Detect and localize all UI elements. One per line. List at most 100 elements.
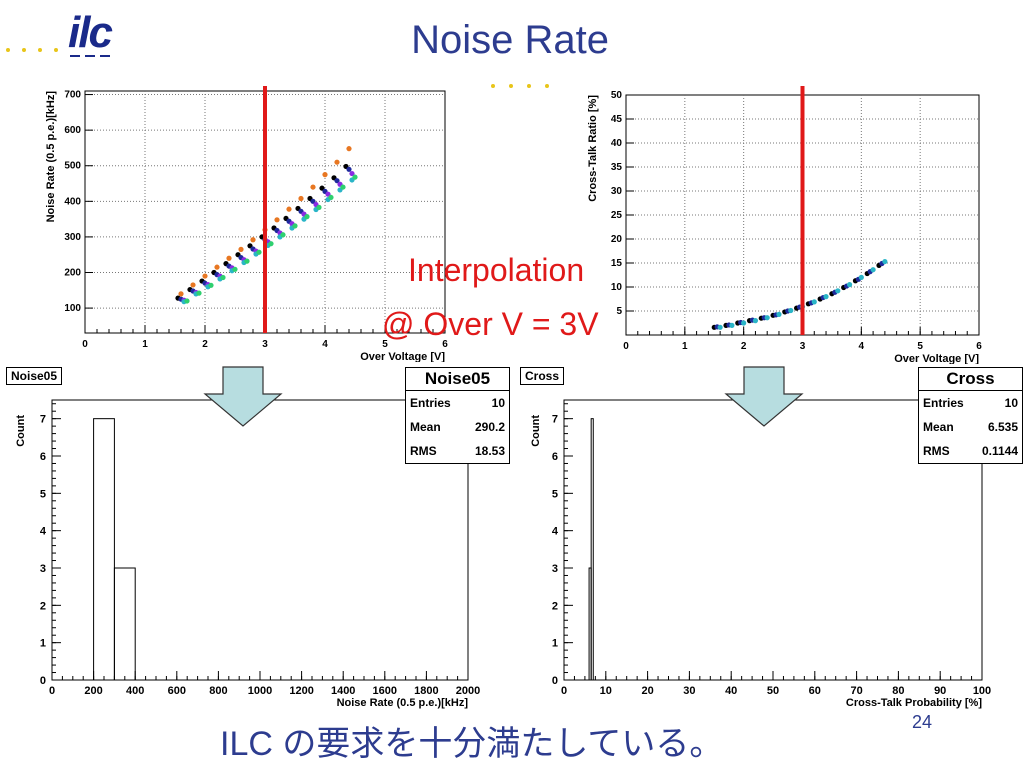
data-point: [346, 166, 352, 172]
x-tick-label: 5: [917, 341, 923, 352]
stats-value: 290.2: [474, 420, 505, 434]
stats-value: 0.1144: [981, 444, 1018, 458]
data-point: [310, 184, 316, 190]
y-tick-label: 0: [552, 675, 558, 687]
noise05-stats-box: Noise05 Entries 10 Mean 290.2 RMS 18.53: [405, 367, 510, 464]
y-tick-label: 400: [64, 196, 81, 207]
y-tick-label: 500: [64, 161, 81, 172]
stats-entries-row: Entries 10: [406, 391, 509, 415]
y-tick-label: 5: [616, 306, 622, 317]
y-tick-label: 300: [64, 232, 81, 243]
data-point: [346, 146, 352, 152]
stats-title: Noise05: [406, 368, 509, 391]
x-axis-label: Over Voltage [V]: [360, 351, 445, 362]
data-point: [250, 237, 256, 243]
y-tick-label: 100: [64, 303, 81, 314]
x-tick-label: 0: [561, 685, 567, 697]
data-point: [334, 178, 340, 184]
y-tick-label: 30: [611, 186, 623, 197]
y-tick-label: 35: [611, 162, 623, 173]
y-tick-label: 1: [40, 638, 46, 650]
data-point: [776, 311, 782, 317]
y-tick-label: 4: [552, 526, 559, 538]
x-tick-label: 30: [683, 685, 695, 697]
y-tick-label: 5: [552, 488, 558, 500]
data-point: [316, 204, 322, 210]
y-tick-label: 45: [611, 114, 623, 125]
data-point: [208, 282, 214, 288]
stats-title: Cross: [919, 368, 1022, 391]
data-point: [349, 170, 355, 177]
histogram-bar: [93, 418, 115, 681]
x-tick-label: 3: [262, 339, 268, 350]
x-tick-label: 1: [142, 339, 148, 350]
footer-conclusion-text: ILC の要求を十分満たしている。: [220, 725, 724, 763]
stats-value: 6.535: [987, 420, 1018, 434]
y-tick-label: 5: [40, 488, 46, 500]
data-point: [268, 241, 274, 247]
data-point: [274, 217, 280, 223]
data-point: [286, 206, 292, 212]
y-tick-label: 6: [552, 451, 558, 463]
stats-label: RMS: [923, 444, 950, 458]
data-point: [238, 246, 244, 252]
y-tick-label: 200: [64, 268, 81, 279]
histogram-bar: [113, 567, 136, 681]
x-tick-label: 2: [202, 339, 208, 350]
noise-rate-vs-voltage-chart: 0 1 2 3 4 5 6 100 200 300 400 500 600 700 Over Voltage…: [45, 86, 448, 362]
data-point: [870, 267, 876, 273]
x-tick-label: 2: [741, 341, 747, 352]
x-tick-label: 20: [641, 685, 653, 697]
y-tick-label: 40: [611, 138, 623, 149]
x-tick-label: 400: [126, 685, 144, 697]
page-number: 24: [912, 712, 933, 732]
data-point: [741, 320, 747, 326]
cross-histogram: 0 10 20 30 40 50 60 70 80 90 100 0 1 2 3 4 5 6 7 Cross-Talk…: [530, 399, 991, 709]
x-tick-label: 0: [623, 341, 629, 352]
x-tick-label: 3: [800, 341, 806, 352]
x-axis-label: Over Voltage [V]: [894, 353, 979, 364]
data-point: [835, 288, 841, 294]
y-axis-label: Noise Rate (0.5 p.e.)[kHz]: [45, 91, 57, 223]
data-point: [717, 324, 723, 330]
x-tick-label: 200: [84, 685, 102, 697]
y-axis-label: Count: [15, 415, 27, 447]
data-point: [304, 214, 310, 220]
y-tick-label: 2: [40, 600, 46, 612]
y-axis-label: Cross-Talk Ratio [%]: [587, 95, 599, 202]
x-tick-label: 0: [82, 339, 88, 350]
data-point: [729, 322, 735, 328]
y-tick-label: 25: [611, 210, 623, 221]
x-tick-label: 4: [322, 339, 328, 350]
y-tick-label: 1: [552, 638, 558, 650]
x-tick-label: 1: [682, 341, 688, 352]
data-point: [184, 298, 190, 304]
y-tick-label: 6: [40, 451, 46, 463]
y-tick-label: 3: [40, 563, 46, 575]
x-tick-label: 90: [934, 685, 946, 697]
data-point: [226, 255, 232, 261]
data-point: [322, 172, 328, 178]
x-axis-label: Noise Rate (0.5 p.e.)[kHz]: [337, 697, 469, 709]
stats-label: Mean: [923, 420, 954, 434]
data-point: [202, 273, 208, 279]
stats-rms-row: RMS 0.1144: [919, 439, 1022, 463]
x-tick-label: 1400: [331, 685, 355, 697]
stats-rms-row: RMS 18.53: [406, 439, 509, 463]
stats-value: 10: [1004, 396, 1018, 410]
noise05-hist-name: Noise05: [6, 367, 63, 385]
page-title: Noise Rate: [411, 18, 609, 62]
x-tick-label: 100: [973, 685, 991, 697]
data-point: [788, 307, 794, 314]
y-tick-label: 7: [40, 414, 46, 426]
data-point: [190, 282, 196, 288]
data-point: [214, 264, 220, 270]
down-arrow-icon: [724, 366, 804, 427]
data-point: [352, 174, 358, 180]
data-point: [340, 184, 346, 190]
y-tick-label: 15: [611, 258, 623, 269]
x-tick-label: 10: [600, 685, 612, 697]
data-point: [196, 290, 202, 296]
x-tick-label: 6: [442, 339, 448, 350]
